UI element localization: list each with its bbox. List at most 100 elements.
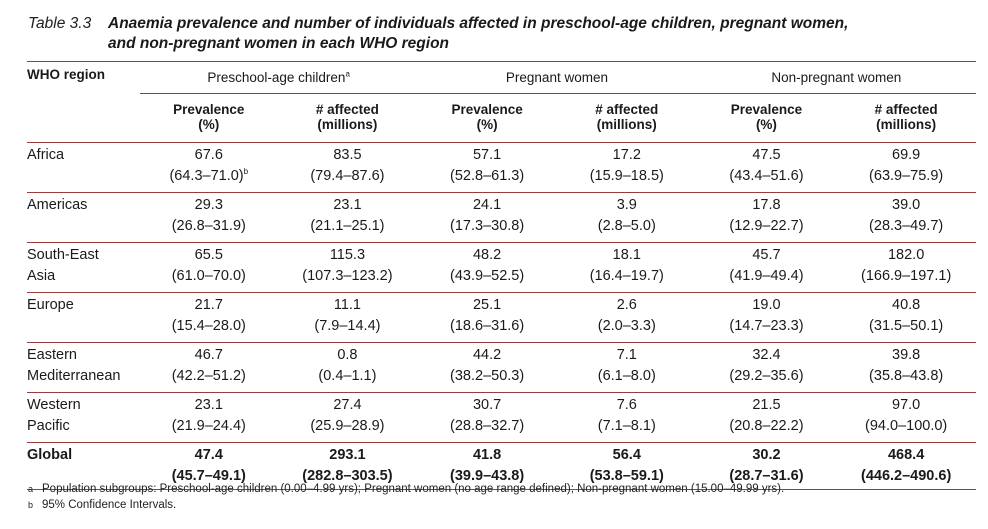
cell-ci: (43.9–52.5): [450, 267, 525, 284]
table-caption: Table 3.3 Anaemia prevalence and number o…: [28, 14, 968, 54]
cell-ci-wrap: (28.7–31.6): [697, 466, 837, 487]
value-cell: 39.8 (35.8–43.8): [836, 341, 976, 392]
cell-ci: (41.9–49.4): [729, 267, 804, 284]
value-cell: 11.1 (7.9–14.4): [277, 291, 418, 342]
cell-ci-wrap: (52.8–61.3): [417, 166, 557, 187]
cell-ci-wrap: (43.9–52.5): [417, 266, 557, 287]
cell-ci-wrap: (446.2–490.6): [836, 466, 976, 487]
value-cell: 30.2 (28.7–31.6): [696, 441, 837, 490]
value-cell: 46.7 (42.2–51.2): [139, 341, 278, 392]
cell-value: 23.1: [333, 196, 362, 213]
cell-ci: (20.8–22.2): [729, 417, 804, 434]
cell-ci-wrap: (15.4–28.0): [140, 316, 278, 337]
cell-ci-wrap: (282.8–303.5): [278, 466, 418, 487]
cell-value: 69.9: [892, 146, 921, 163]
cell-value: 27.4: [333, 396, 362, 413]
value-cell: 293.1 (282.8–303.5): [277, 441, 418, 490]
value-cell: 17.8 (12.9–22.7): [696, 191, 837, 242]
cell-footnote-mark: b: [243, 166, 249, 176]
value-cell: 65.5 (61.0–70.0): [139, 241, 278, 292]
footnote: a Population subgroups: Preschool-age chi…: [28, 481, 784, 497]
cell-ci-wrap: (39.9–43.8): [417, 466, 557, 487]
prevalence-subheader: Prevalence (%): [697, 93, 837, 142]
cell-ci-wrap: (25.9–28.9): [278, 416, 418, 437]
cell-value: 21.5: [752, 396, 781, 413]
value-cell: 27.4 (25.9–28.9): [277, 391, 418, 442]
footnote-text: Population subgroups: Preschool-age chil…: [42, 483, 785, 495]
cell-value: 2.6: [616, 296, 637, 313]
cell-ci-wrap: (2.0–3.3): [557, 316, 697, 337]
cell-value: 83.5: [333, 146, 362, 163]
value-cell: 47.4 (45.7–49.1): [139, 441, 278, 490]
group-header-preschool: Preschool-age childrena: [139, 61, 418, 94]
value-cell: 21.5 (20.8–22.2): [696, 391, 837, 442]
region-name-line1: Africa: [27, 146, 65, 163]
cell-ci: (25.9–28.9): [310, 417, 385, 434]
table-row: South-East Asia 65.5 (61.0–70.0) 115.3 (107.3…: [27, 241, 976, 292]
table-title-line1: Anaemia prevalence and number of individ…: [108, 15, 849, 32]
cell-ci: (107.3–123.2): [302, 267, 393, 284]
cell-ci-wrap: (53.8–59.1): [557, 466, 697, 487]
cell-ci: (2.8–5.0): [597, 217, 656, 234]
group-header-pregnant: Pregnant women: [417, 61, 697, 94]
region-name-line1: Eastern: [27, 346, 77, 363]
group-name: Preschool-age children: [207, 69, 346, 85]
region-name-line2: Pacific: [27, 417, 70, 434]
cell-ci-wrap: (107.3–123.2): [278, 266, 418, 287]
value-cell: 3.9 (2.8–5.0): [556, 191, 697, 242]
cell-value: 30.7: [472, 396, 502, 413]
cell-ci: (446.2–490.6): [860, 467, 952, 484]
region-cell: Africa: [27, 141, 140, 192]
cell-ci-wrap: (43.4–51.6): [697, 166, 837, 187]
table-row: Americas 29.3 (26.8–31.9) 23.1 (21.1–25.1) 24…: [27, 191, 976, 242]
value-cell: 2.6 (2.0–3.3): [556, 291, 697, 342]
cell-ci: (64.3–71.0): [169, 167, 244, 184]
affected-subheader: # affected (millions): [278, 93, 418, 142]
prevalence-subheader-line1: Prevalence: [730, 101, 803, 117]
cell-ci: (31.5–50.1): [869, 317, 944, 334]
cell-ci: (28.3–49.7): [869, 217, 944, 234]
cell-value: 182.0: [887, 246, 925, 263]
subheader-empty: [27, 93, 140, 142]
cell-ci: (0.4–1.1): [318, 367, 377, 384]
prevalence-subheader-line2: (%): [198, 116, 220, 132]
footnote: b 95% Confidence Intervals.: [28, 497, 784, 513]
cell-ci: (63.9–75.9): [869, 167, 944, 184]
cell-ci: (35.8–43.8): [869, 367, 944, 384]
cell-ci-wrap: (18.6–31.6): [417, 316, 557, 337]
group-sup: a: [345, 69, 350, 79]
group-header-nonpregnant: Non-pregnant women: [696, 61, 976, 94]
cell-ci-wrap: (14.7–23.3): [697, 316, 837, 337]
value-cell: 39.0 (28.3–49.7): [836, 191, 976, 242]
table-row: Western Pacific 23.1 (21.9–24.4) 27.4 (25.9–2…: [27, 391, 976, 442]
cell-ci: (42.2–51.2): [171, 367, 246, 384]
cell-ci: (16.4–19.7): [589, 267, 664, 284]
region-cell: Global: [27, 441, 140, 490]
value-cell: 7.6 (7.1–8.1): [556, 391, 697, 442]
value-cell: 57.1 (52.8–61.3): [417, 141, 557, 192]
affected-subheader-line2: (millions): [317, 116, 378, 132]
value-cell: 83.5 (79.4–87.6): [277, 141, 418, 192]
affected-subheader-line2: (millions): [876, 116, 937, 132]
cell-ci-wrap: (79.4–87.6): [278, 166, 418, 187]
region-name-line2: Asia: [27, 267, 56, 284]
cell-value: 32.4: [752, 346, 781, 363]
cell-ci-wrap: (16.4–19.7): [557, 266, 697, 287]
region-name-line1: South-East: [27, 246, 99, 263]
cell-ci: (79.4–87.6): [310, 167, 385, 184]
cell-ci: (6.1–8.0): [597, 367, 656, 384]
group-header-row: WHO region Preschool-age childrena Pregn…: [27, 61, 976, 94]
cell-ci: (21.9–24.4): [171, 417, 246, 434]
table-label: Table 3.3: [28, 15, 92, 32]
cell-value: 7.1: [616, 346, 637, 363]
cell-value: 7.6: [616, 396, 637, 413]
table-row: Africa 67.6 (64.3–71.0)b 83.5 (79.4–87.6) 57.…: [27, 141, 976, 192]
region-cell: Europe: [27, 291, 140, 342]
cell-ci-wrap: (17.3–30.8): [417, 216, 557, 237]
value-cell: 7.1 (6.1–8.0): [556, 341, 697, 392]
value-cell: 24.1 (17.3–30.8): [417, 191, 557, 242]
cell-value: 47.4: [194, 446, 223, 463]
cell-value: 24.1: [472, 196, 502, 213]
anaemia-table: WHO region Preschool-age childrena Pregn…: [27, 61, 976, 490]
subheader-row: Prevalence (%) # affected (millions) Prevale…: [27, 93, 976, 142]
